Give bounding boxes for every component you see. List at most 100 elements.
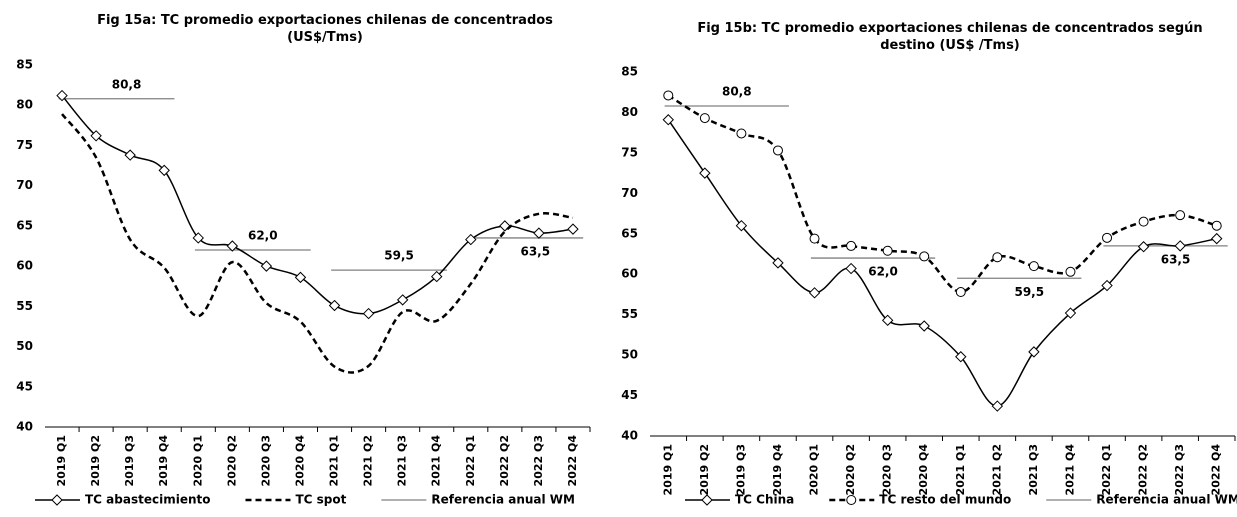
y-tick-label: 55 [621, 307, 638, 321]
y-tick-label: 55 [16, 299, 33, 313]
y-tick-label: 45 [16, 379, 33, 393]
x-tick-label: 2020 Q3 [259, 435, 272, 486]
y-tick-label: 65 [621, 226, 638, 240]
point [1028, 346, 1040, 358]
point [955, 351, 967, 363]
series-line [667, 119, 1217, 407]
y-tick-label: 75 [621, 145, 638, 159]
point [809, 233, 820, 244]
reference-label: 80,8 [722, 84, 752, 98]
point [328, 299, 341, 312]
y-tick-label: 50 [621, 348, 638, 362]
point [1174, 240, 1186, 252]
y-tick-label: 75 [16, 138, 33, 152]
series-line [61, 95, 574, 315]
x-tick-label: 2022 Q3 [1173, 444, 1186, 495]
point [1101, 279, 1113, 292]
x-tick-label: 2021 Q4 [430, 435, 443, 487]
legend-marker [846, 495, 857, 505]
point [294, 271, 307, 284]
point [1138, 216, 1149, 227]
y-tick-label: 50 [16, 339, 33, 353]
x-tick-label: 2019 Q2 [89, 435, 102, 486]
y-tick-label: 65 [16, 218, 33, 232]
x-tick-label: 2021 Q1 [328, 435, 341, 486]
point [663, 90, 674, 101]
legend-label: TC resto del mundo [879, 493, 1011, 507]
x-tick-label: 2020 Q2 [225, 435, 238, 486]
legend-label: Referencia anual WM [1096, 493, 1237, 507]
point [431, 270, 443, 283]
x-tick-label: 2022 Q2 [498, 435, 511, 486]
x-tick-label: 2022 Q4 [566, 435, 579, 487]
point [1102, 232, 1113, 243]
point [1028, 261, 1039, 272]
point [992, 252, 1003, 263]
legend-label: TC spot [295, 493, 346, 507]
legend-label: TC abastecimiento [85, 493, 210, 507]
legend-label: Referencia anual WM [431, 493, 575, 507]
y-tick-label: 40 [621, 429, 638, 443]
point [533, 227, 545, 239]
y-tick-label: 80 [16, 98, 33, 112]
x-tick-label: 2022 Q2 [1137, 444, 1150, 495]
x-tick-label: 2021 Q2 [362, 435, 375, 486]
y-tick-label: 80 [621, 105, 638, 119]
x-tick-label: 2020 Q3 [881, 444, 894, 495]
x-tick-label: 2021 Q3 [396, 435, 409, 486]
point [90, 130, 102, 142]
y-tick-label: 40 [16, 420, 33, 434]
reference-label: 59,5 [1014, 285, 1044, 299]
point [736, 128, 747, 139]
reference-label: 62,0 [868, 265, 898, 279]
point [882, 245, 893, 256]
point [465, 233, 477, 246]
point [1064, 307, 1077, 319]
point [56, 89, 68, 102]
point [260, 260, 273, 272]
x-tick-label: 2021 Q2 [990, 444, 1003, 495]
point [567, 223, 579, 235]
y-tick-label: 70 [16, 178, 33, 192]
x-tick-label: 2019 Q1 [55, 435, 68, 486]
x-tick-label: 2019 Q1 [661, 444, 674, 495]
legend-label: TC China [735, 493, 794, 507]
x-tick-label: 2020 Q4 [293, 435, 306, 487]
point [662, 114, 674, 126]
point [772, 145, 783, 156]
x-tick-label: 2021 Q3 [1027, 444, 1040, 495]
point [1211, 232, 1223, 245]
x-tick-label: 2019 Q3 [123, 435, 136, 486]
y-tick-label: 70 [621, 186, 638, 200]
point [735, 219, 748, 232]
x-tick-label: 2019 Q3 [734, 444, 747, 495]
point [991, 400, 1004, 412]
x-tick-label: 2019 Q4 [157, 435, 170, 487]
x-tick-label: 2022 Q4 [1210, 444, 1223, 496]
point [1137, 241, 1150, 253]
x-tick-label: 2020 Q4 [917, 444, 930, 496]
y-tick-label: 85 [16, 58, 33, 72]
reference-label: 59,5 [384, 249, 414, 263]
point [192, 232, 204, 244]
x-tick-label: 2020 Q1 [808, 444, 821, 495]
series-line [61, 113, 574, 374]
point [699, 167, 711, 179]
chart-title: Fig 15a: TC promedio exportaciones chile… [97, 13, 553, 45]
chart-title: Fig 15b: TC promedio exportaciones chile… [697, 21, 1203, 53]
point [955, 287, 966, 298]
reference-label: 63,5 [520, 244, 550, 258]
point [845, 262, 857, 275]
point [362, 307, 375, 320]
y-tick-label: 85 [621, 65, 638, 79]
point [699, 113, 710, 124]
y-tick-label: 45 [621, 388, 638, 402]
reference-label: 63,5 [1161, 252, 1191, 266]
point [772, 257, 784, 269]
x-tick-label: 2022 Q1 [464, 435, 477, 486]
x-tick-label: 2019 Q2 [698, 444, 711, 495]
x-tick-label: 2019 Q4 [771, 444, 784, 496]
point [1065, 266, 1076, 277]
